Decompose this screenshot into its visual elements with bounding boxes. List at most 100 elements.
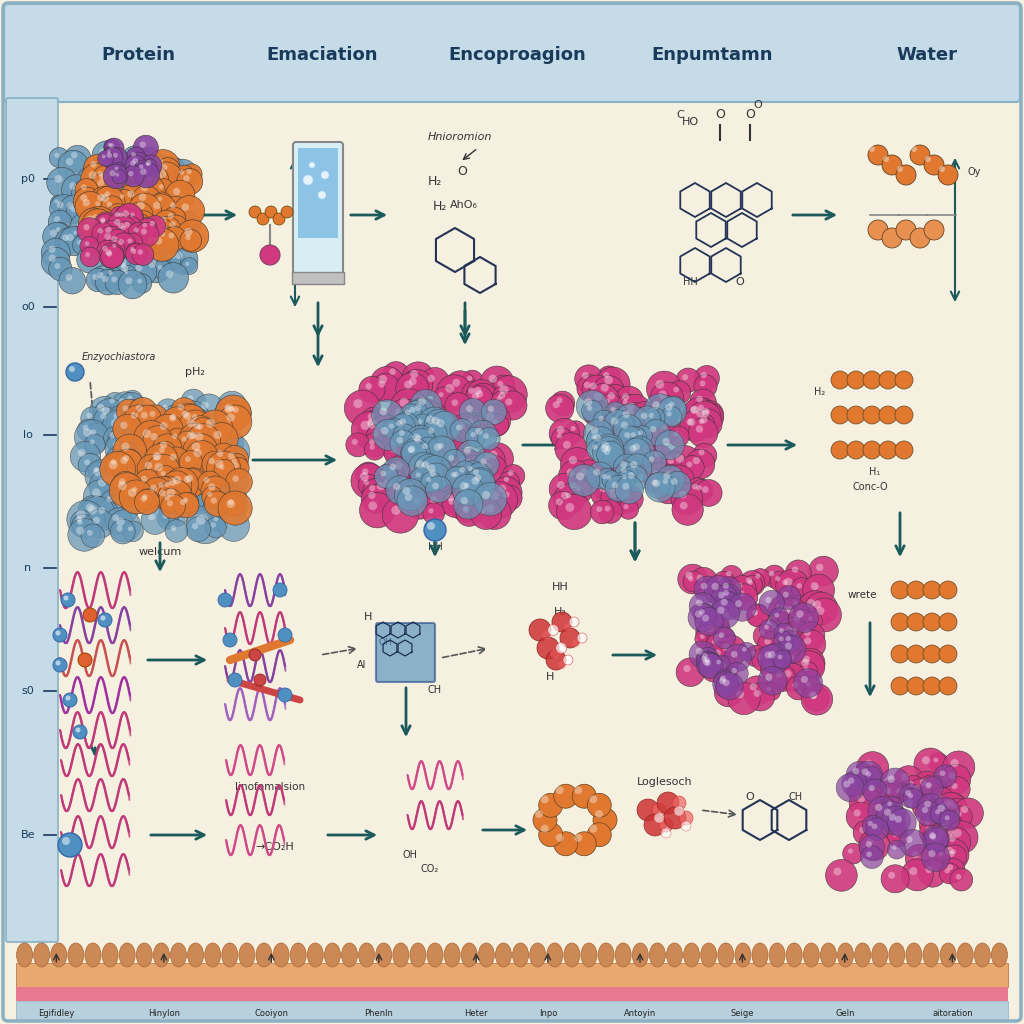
Circle shape: [152, 216, 182, 247]
Circle shape: [603, 459, 610, 466]
Circle shape: [941, 764, 971, 795]
Circle shape: [552, 428, 572, 449]
Circle shape: [83, 199, 90, 207]
Circle shape: [123, 521, 143, 542]
Circle shape: [751, 650, 756, 656]
Circle shape: [169, 478, 176, 486]
Circle shape: [662, 828, 671, 838]
Circle shape: [51, 222, 70, 241]
Circle shape: [463, 469, 496, 501]
Circle shape: [141, 253, 171, 283]
Circle shape: [186, 409, 209, 430]
Circle shape: [584, 419, 613, 450]
Ellipse shape: [393, 943, 409, 967]
Circle shape: [393, 424, 417, 447]
Circle shape: [377, 463, 406, 490]
Circle shape: [444, 392, 471, 419]
Circle shape: [715, 679, 742, 707]
Circle shape: [683, 665, 690, 672]
Circle shape: [167, 488, 175, 497]
FancyBboxPatch shape: [376, 623, 435, 682]
Circle shape: [418, 419, 423, 424]
Circle shape: [848, 777, 854, 783]
Circle shape: [601, 440, 622, 462]
Circle shape: [153, 161, 159, 167]
Circle shape: [146, 150, 180, 183]
Circle shape: [121, 213, 129, 220]
Circle shape: [106, 222, 114, 229]
Circle shape: [93, 467, 98, 472]
Circle shape: [142, 223, 147, 227]
Circle shape: [103, 463, 140, 501]
Circle shape: [654, 813, 664, 823]
Circle shape: [465, 385, 494, 414]
Circle shape: [436, 429, 443, 437]
Circle shape: [451, 419, 474, 442]
Circle shape: [77, 218, 102, 243]
Circle shape: [468, 468, 495, 495]
Circle shape: [48, 255, 55, 262]
Circle shape: [414, 474, 438, 499]
Circle shape: [643, 420, 670, 445]
Circle shape: [549, 419, 580, 449]
Circle shape: [78, 454, 102, 477]
Circle shape: [125, 278, 132, 285]
Circle shape: [408, 446, 414, 453]
Circle shape: [553, 484, 585, 515]
Circle shape: [808, 598, 842, 632]
Circle shape: [76, 510, 86, 519]
Text: Al: Al: [357, 660, 367, 670]
Circle shape: [719, 678, 726, 684]
Circle shape: [693, 414, 715, 435]
Circle shape: [658, 396, 687, 425]
Circle shape: [180, 499, 186, 505]
Circle shape: [75, 191, 105, 221]
Circle shape: [541, 824, 549, 833]
Circle shape: [98, 507, 105, 514]
Text: HH: HH: [428, 542, 442, 552]
Circle shape: [183, 412, 191, 420]
Circle shape: [861, 766, 882, 787]
Circle shape: [132, 158, 138, 164]
Circle shape: [124, 429, 156, 461]
Circle shape: [574, 786, 583, 795]
Circle shape: [93, 468, 101, 476]
Ellipse shape: [85, 943, 101, 967]
Circle shape: [476, 390, 483, 397]
Circle shape: [442, 450, 466, 472]
Circle shape: [594, 434, 624, 464]
Circle shape: [688, 418, 695, 426]
Circle shape: [778, 636, 806, 664]
Circle shape: [663, 437, 670, 445]
Circle shape: [614, 386, 643, 415]
Circle shape: [123, 399, 143, 420]
Text: O: O: [754, 100, 763, 110]
Circle shape: [125, 466, 130, 471]
Circle shape: [649, 457, 654, 462]
Circle shape: [162, 471, 191, 502]
Circle shape: [114, 258, 142, 286]
Circle shape: [117, 525, 123, 531]
Circle shape: [377, 423, 385, 431]
Circle shape: [126, 224, 154, 251]
Circle shape: [219, 409, 225, 415]
Circle shape: [653, 416, 680, 443]
Circle shape: [656, 465, 685, 494]
Ellipse shape: [410, 943, 426, 967]
Circle shape: [71, 441, 100, 472]
Circle shape: [918, 775, 946, 804]
Circle shape: [683, 397, 715, 430]
Circle shape: [813, 600, 821, 608]
Text: H₂: H₂: [814, 387, 825, 397]
Circle shape: [467, 376, 472, 381]
Circle shape: [137, 279, 142, 284]
Circle shape: [125, 189, 132, 197]
Circle shape: [390, 388, 427, 426]
Circle shape: [903, 788, 924, 808]
Circle shape: [114, 413, 121, 420]
Ellipse shape: [119, 943, 135, 967]
Circle shape: [131, 152, 136, 157]
Circle shape: [194, 394, 224, 425]
Circle shape: [69, 226, 86, 243]
Circle shape: [103, 139, 120, 155]
